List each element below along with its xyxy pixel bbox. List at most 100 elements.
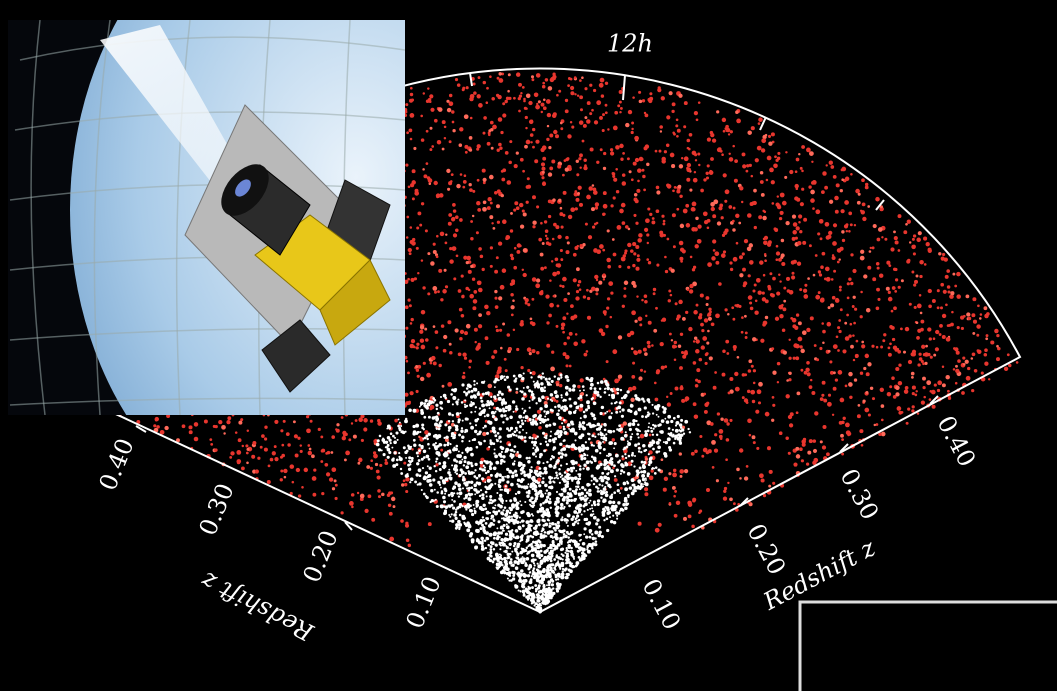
galaxy-dot [777,151,781,155]
galaxy-dot [565,573,569,576]
galaxy-dot [762,237,766,241]
galaxy-dot [812,439,817,443]
galaxy-dot [619,110,622,114]
galaxy-dot [530,376,533,379]
galaxy-dot [568,561,572,565]
galaxy-dot [542,420,546,424]
galaxy-dot [540,102,545,107]
galaxy-dot [378,434,382,438]
galaxy-dot [621,457,625,461]
galaxy-dot [556,543,561,547]
galaxy-dot [443,505,446,508]
galaxy-dot [409,137,413,141]
galaxy-dot [442,393,447,398]
galaxy-dot [822,341,825,344]
galaxy-dot [668,472,672,476]
galaxy-dot [432,250,437,254]
galaxy-dot [564,453,568,457]
galaxy-dot [572,557,576,560]
galaxy-dot [506,480,510,484]
galaxy-dot [491,355,495,359]
galaxy-dot [587,406,591,410]
galaxy-dot [876,287,880,292]
galaxy-dot [632,161,637,166]
galaxy-dot [574,439,577,442]
galaxy-dot [535,278,541,283]
galaxy-dot [414,480,418,484]
galaxy-dot [788,371,792,376]
galaxy-dot [538,484,542,488]
galaxy-dot [626,157,630,161]
galaxy-dot [477,441,481,444]
galaxy-dot [525,595,529,599]
galaxy-dot [852,268,857,274]
galaxy-dot [896,347,900,351]
galaxy-dot [805,462,810,466]
galaxy-dot [562,533,566,536]
galaxy-dot [528,406,531,409]
galaxy-dot [748,243,754,248]
galaxy-dot [549,398,552,401]
galaxy-dot [496,220,501,224]
galaxy-dot [283,468,288,474]
galaxy-dot [722,349,726,353]
galaxy-dot [821,445,827,450]
galaxy-dot [476,280,482,286]
galaxy-dot [527,303,531,307]
galaxy-dot [517,96,521,101]
galaxy-dot [843,224,849,229]
galaxy-dot [832,386,837,391]
galaxy-dot [505,96,510,101]
galaxy-dot [922,362,925,366]
galaxy-dot [470,486,474,489]
galaxy-dot [245,451,249,455]
galaxy-dot [731,219,735,223]
galaxy-dot [574,333,578,336]
galaxy-dot [648,98,653,104]
galaxy-dot [456,83,461,87]
galaxy-dot [427,292,431,296]
galaxy-dot [388,450,392,455]
galaxy-dot [439,395,443,399]
galaxy-dot [651,403,654,406]
galaxy-dot [612,466,615,470]
galaxy-dot [524,301,528,305]
galaxy-dot [423,174,428,179]
galaxy-dot [631,375,636,379]
galaxy-dot [511,474,515,479]
galaxy-dot [505,236,509,241]
galaxy-dot [887,346,891,350]
galaxy-dot [946,269,950,273]
galaxy-dot [392,505,396,509]
galaxy-dot [568,364,572,368]
galaxy-dot [688,132,693,137]
galaxy-dot [664,255,667,259]
galaxy-dot [908,302,912,306]
galaxy-dot [573,476,578,480]
galaxy-dot [468,359,472,363]
galaxy-dot [655,185,660,190]
galaxy-dot [579,244,583,248]
galaxy-dot [479,460,484,465]
galaxy-dot [778,257,782,262]
galaxy-dot [436,195,439,199]
galaxy-dot [433,118,438,123]
galaxy-dot [544,484,548,487]
galaxy-dot [434,330,439,334]
galaxy-dot [489,75,492,78]
galaxy-dot [447,429,451,432]
galaxy-dot [392,434,395,438]
galaxy-dot [512,544,516,548]
galaxy-dot [606,472,609,476]
galaxy-dot [814,411,819,416]
galaxy-dot [940,282,945,287]
galaxy-dot [246,461,249,465]
galaxy-dot [832,223,838,228]
galaxy-dot [910,352,915,357]
galaxy-dot [544,234,548,238]
galaxy-dot [529,133,534,137]
galaxy-dot [627,109,633,115]
galaxy-dot [404,523,410,528]
galaxy-dot [692,265,697,269]
galaxy-dot [422,492,426,496]
